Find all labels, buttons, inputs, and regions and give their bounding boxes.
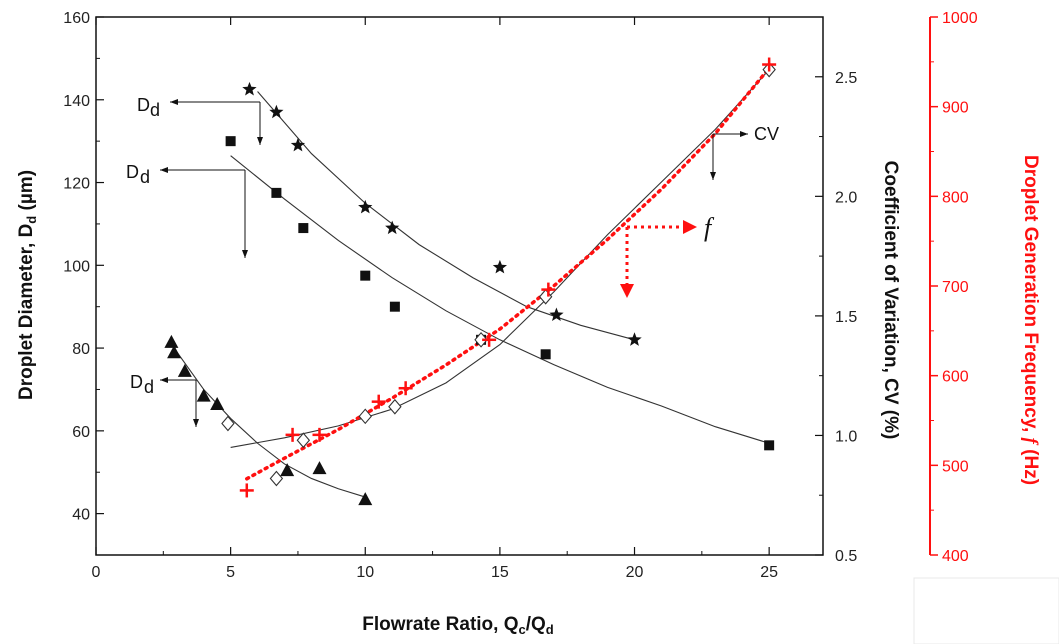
y-left-tick-label: 40 <box>72 507 90 524</box>
marker-plus <box>285 427 300 442</box>
y-mid-tick-label: 2.5 <box>835 70 857 87</box>
marker-square <box>540 349 551 360</box>
marker-plus <box>398 381 413 396</box>
marker-triangle <box>312 461 327 475</box>
fit-curves <box>173 66 771 498</box>
marker-triangle <box>167 345 182 359</box>
marker-star <box>358 199 373 214</box>
y-right-tick-label: 600 <box>942 369 969 386</box>
y-right-axis-title: Droplet Generation Frequency, f (Hz) <box>1020 155 1041 485</box>
x-tick-label: 25 <box>760 564 778 581</box>
y-right-tick-label: 1000 <box>942 10 978 27</box>
y-left-tick-label: 120 <box>63 176 90 193</box>
ticks: 0 5 10 15 20 25 40 60 80 100 120 140 160 0.5 1.0 1.5 2.0… <box>63 10 977 581</box>
y-left-tick-label: 80 <box>72 341 90 358</box>
marker-plus <box>371 394 386 409</box>
marker-triangle <box>196 388 211 402</box>
fit-curve-diamond <box>230 69 770 448</box>
annotation-dd-square-label: D <box>126 162 139 182</box>
marker-diamond <box>474 331 488 348</box>
marker-square <box>298 223 309 234</box>
marker-triangle <box>164 334 179 348</box>
marker-diamond <box>269 470 284 487</box>
x-tick-label: 0 <box>92 564 101 581</box>
marker-diamond <box>538 288 553 305</box>
blank-patch <box>913 577 1059 644</box>
x-tick-label: 15 <box>491 564 509 581</box>
marker-plus <box>482 332 497 347</box>
fit-curve-square <box>230 155 770 444</box>
x-tick-label: 5 <box>226 564 235 581</box>
marker-square <box>389 301 400 312</box>
marker-diamond <box>358 408 372 425</box>
y-mid-tick-label: 1.0 <box>835 428 857 445</box>
annotation-dd-square: D d <box>126 162 248 258</box>
x-axis-title: Flowrate Ratio, Qc/Qd <box>362 614 554 637</box>
annotation-cv-label: CV <box>754 124 779 144</box>
marker-square <box>225 136 236 147</box>
marker-star <box>492 259 507 274</box>
marker-plus <box>762 57 777 72</box>
y-right-tick-label: 700 <box>942 279 969 296</box>
annotation-f-label: f <box>704 213 715 242</box>
marker-star <box>627 332 642 346</box>
marker-triangle <box>358 492 373 506</box>
annotation-dd-triangle-sub: d <box>144 377 154 397</box>
data-markers <box>164 57 777 506</box>
marker-square <box>360 270 371 281</box>
y-right-tick-label: 800 <box>942 189 969 206</box>
annotation-dd-square-sub: d <box>140 167 150 187</box>
marker-star <box>549 307 564 321</box>
y-mid-tick-label: 1.5 <box>835 309 857 326</box>
marker-plus <box>239 483 254 498</box>
y-left-tick-label: 60 <box>72 424 90 441</box>
x-tick-label: 10 <box>356 564 374 581</box>
y-left-axis-title: Droplet Diameter, Dd (µm) <box>16 170 39 400</box>
y-right-tick-label: 500 <box>942 458 969 475</box>
annotation-dd-triangle-label: D <box>130 372 143 392</box>
marker-star <box>242 81 257 96</box>
annotation-f: f <box>620 213 715 298</box>
marker-square <box>764 440 775 451</box>
annotation-dd-star-sub: d <box>150 100 160 120</box>
marker-star <box>290 137 306 152</box>
x-tick-label: 20 <box>626 564 644 581</box>
marker-square <box>271 187 282 198</box>
marker-diamond <box>296 432 311 449</box>
marker-plus <box>541 282 556 297</box>
plot-frame <box>95 16 824 556</box>
marker-plus <box>312 427 327 442</box>
y-mid-tick-label: 2.0 <box>835 189 857 206</box>
marker-star <box>269 104 284 119</box>
marker-diamond <box>221 415 235 432</box>
marker-triangle <box>280 463 295 477</box>
y-left-tick-label: 160 <box>63 10 90 27</box>
marker-diamond <box>388 398 402 415</box>
fit-curve-star <box>257 91 635 341</box>
fit-curve-triangle <box>173 347 366 498</box>
y-mid-axis-title: Coefficient of Variation, CV (%) <box>880 161 901 440</box>
y-left-tick-label: 140 <box>63 93 90 110</box>
y-mid-tick-label: 0.5 <box>835 548 857 565</box>
y-left-tick-label: 100 <box>63 258 90 275</box>
y-right-tick-label: 400 <box>942 548 969 565</box>
annotation-dd-triangle: D d <box>130 372 199 427</box>
annotation-dd-star: D d <box>137 95 263 145</box>
annotation-dd-star-label: D <box>137 95 150 115</box>
marker-star <box>385 220 400 235</box>
annotation-cv: CV <box>710 124 779 180</box>
marker-triangle <box>210 396 225 410</box>
marker-triangle <box>177 363 192 377</box>
y-right-tick-label: 900 <box>942 100 969 117</box>
